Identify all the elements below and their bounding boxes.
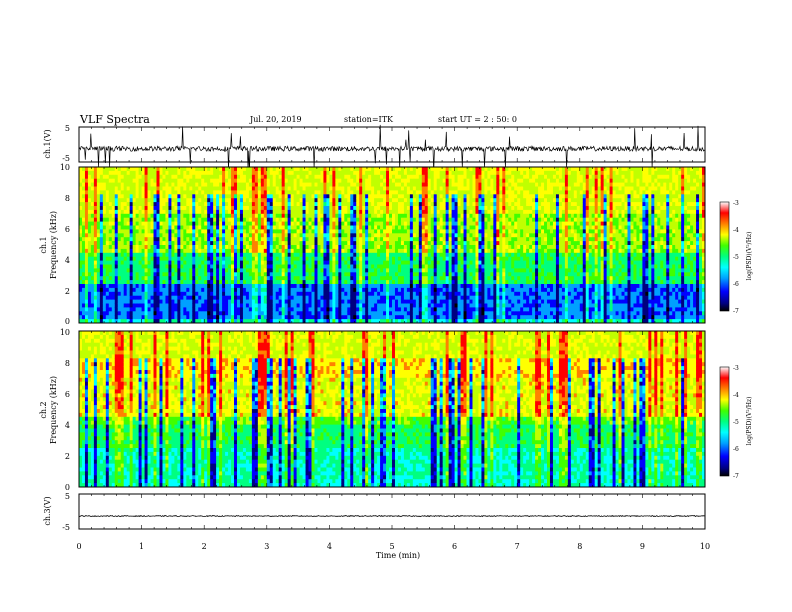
ch2-spec-ytick-2: 2 [65,452,70,461]
ch2-spec-ylabel-frequency: Frequency (kHz) [49,376,58,444]
ch2-colorbar-tick-m7: -7 [733,473,739,480]
ch1-spec-ylabel-channel: ch.1 [39,236,48,253]
ch3-waveform-panel: 5 -5 ch.3(V) [43,492,706,532]
ch2-colorbar [719,366,730,477]
ch1-colorbar-tick-m7: -7 [733,308,739,315]
axis-ticks [78,127,706,529]
ch2-spectrogram-heatmap [79,331,706,488]
station-label: station=ITK [344,115,394,124]
xtick-2: 2 [202,542,207,551]
ch1-ytick-bottom: -5 [62,154,70,163]
ch2-colorbar-tick-m4: -4 [733,392,739,399]
ch3-waveform-frame [78,493,706,530]
start-time-label: start UT = 2 : 50: 0 [438,115,517,124]
ch1-waveform-frame [78,126,706,163]
ch3-ylabel: ch.3(V) [43,496,52,525]
xtick-9: 9 [640,542,645,551]
ch1-colorbar-tick-m6: -6 [733,281,739,288]
ch2-colorbar-tick-m5: -5 [733,419,739,426]
xtick-6: 6 [452,542,457,551]
ch2-spec-ytick-10: 10 [60,328,70,337]
ch2-spec-ytick-4: 4 [65,421,70,430]
ch1-waveform-panel: 5 -5 ch.1(V) [43,124,706,173]
xtick-10: 10 [700,542,710,551]
x-axis: 0 1 2 3 4 5 6 7 8 9 10 Time (min) [76,542,710,560]
ch1-colorbar-tick-m4: -4 [733,227,739,234]
ch1-waveform-trace [78,124,706,173]
xtick-0: 0 [76,542,81,551]
ch1-spec-ytick-10: 10 [60,163,70,172]
ch2-colorbar-label: log(PSD)(V²/Hz) [746,397,753,446]
ch1-colorbar [719,201,730,312]
xtick-5: 5 [389,542,394,551]
ch1-spec-ytick-2: 2 [65,287,70,296]
ch1-spec-ylabel-frequency: Frequency (kHz) [49,211,58,279]
ch1-ylabel: ch.1(V) [43,129,52,158]
ch1-spec-ytick-6: 6 [65,225,70,234]
xtick-1: 1 [139,542,144,551]
ch1-colorbar-label: log(PSD)(V²/Hz) [746,232,753,281]
ch1-spec-ytick-4: 4 [65,256,70,265]
ch2-spec-ytick-0: 0 [65,483,70,492]
xtick-4: 4 [327,542,332,551]
xtick-3: 3 [264,542,269,551]
ch2-spec-ytick-6: 6 [65,390,70,399]
ch2-spec-ytick-8: 8 [65,359,70,368]
ch3-ytick-top: 5 [65,492,70,501]
ch1-spec-ytick-8: 8 [65,194,70,203]
ch2-spectrogram-panel: 0 2 4 6 8 10 ch.2 Frequency (kHz) -3 -4 … [39,328,753,492]
ch2-spec-ylabel-channel: ch.2 [39,401,48,418]
ch1-spec-ytick-0: 0 [65,317,70,326]
x-axis-label: Time (min) [376,551,420,560]
ch1-colorbar-tick-m5: -5 [733,254,739,261]
ch3-waveform-trace [78,514,706,518]
xtick-7: 7 [515,542,520,551]
ch1-ytick-top: 5 [65,124,70,133]
ch1-spectrogram-heatmap [79,167,706,324]
ch2-colorbar-tick-m3: -3 [733,365,739,372]
ch1-spectrogram-panel: 0 2 4 6 8 10 ch.1 Frequency (kHz) -3 -4 … [39,163,753,326]
figure-title: VLF Spectra [79,113,150,126]
date-label: Jul. 20, 2019 [249,115,302,124]
ch2-colorbar-tick-m6: -6 [733,446,739,453]
ch3-ytick-bottom: -5 [62,523,70,532]
ch1-colorbar-tick-m3: -3 [733,200,739,207]
xtick-8: 8 [577,542,582,551]
